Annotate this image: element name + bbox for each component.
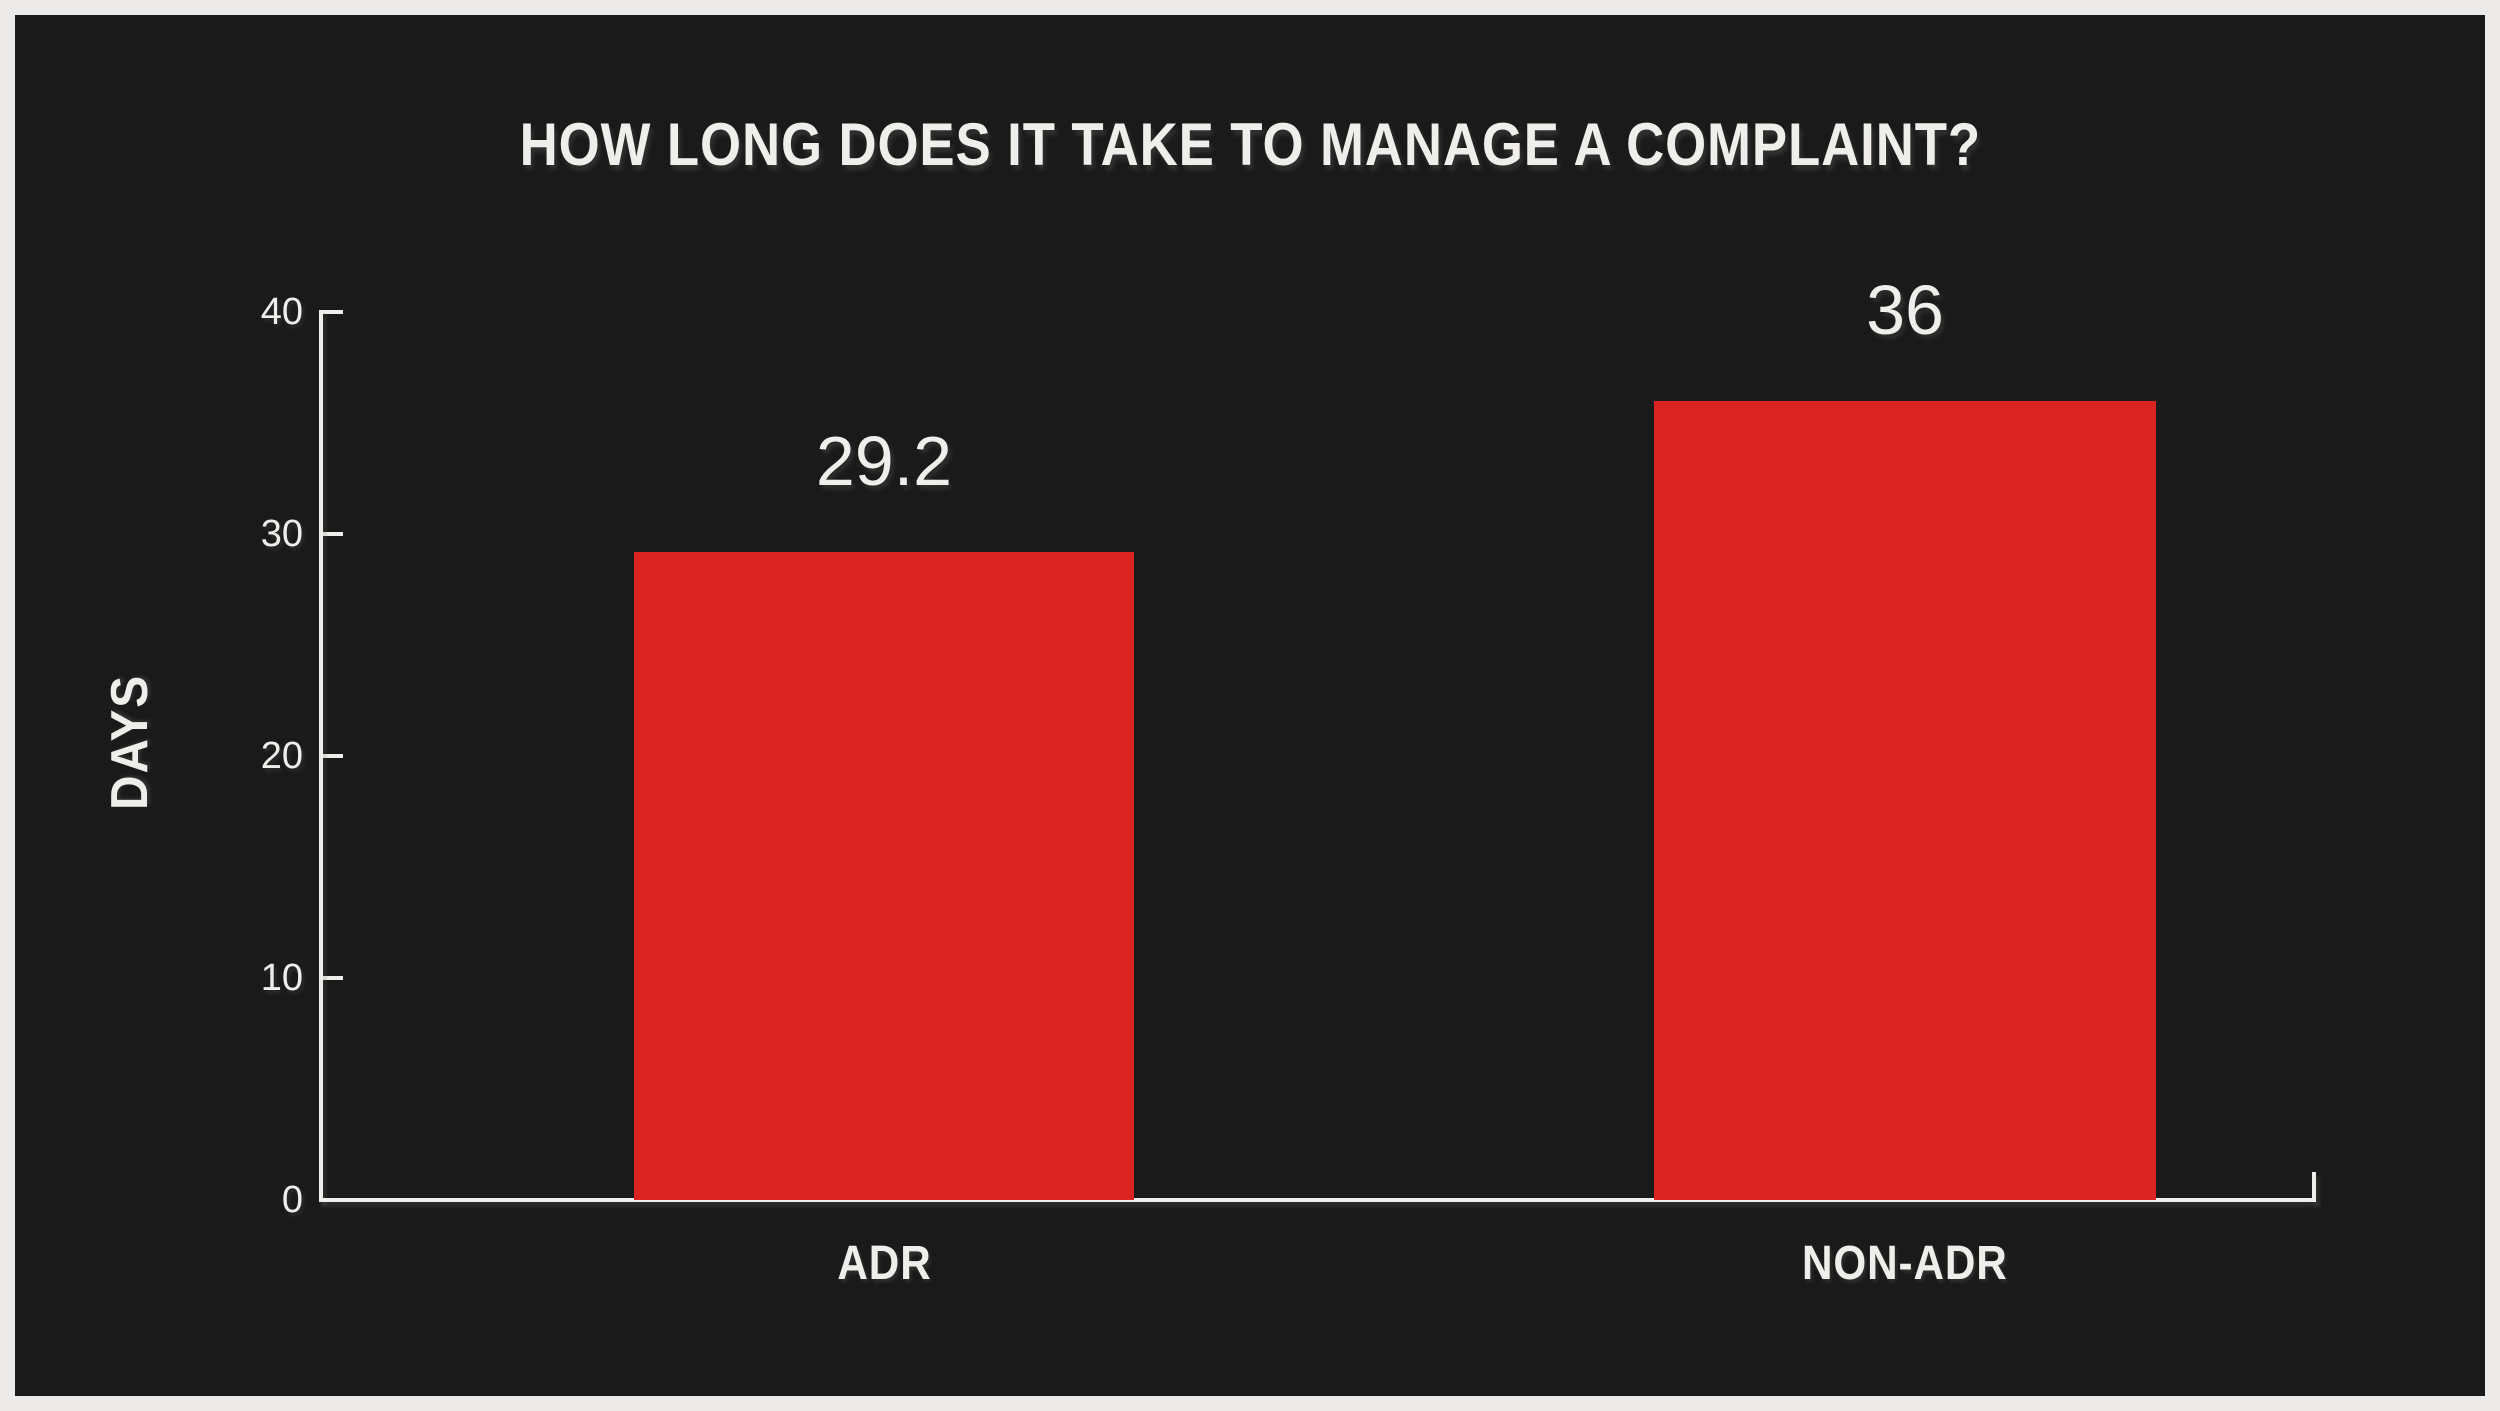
- bar-value-label-non-adr: 36: [1866, 270, 1944, 349]
- category-label-non-adr: NON-ADR: [1654, 1234, 2156, 1294]
- category-label-adr: ADR: [634, 1234, 1134, 1294]
- bar-group-non-adr: 36: [1654, 275, 2156, 1200]
- x-axis-end-tick: [2312, 1172, 2316, 1202]
- y-tick-mark-40: [323, 310, 343, 314]
- y-tick-label-30: 30: [260, 513, 303, 555]
- y-tick-label-10: 10: [260, 957, 303, 999]
- bar-adr: [634, 551, 1134, 1200]
- chart-title: HOW LONG DOES IT TAKE TO MANAGE A COMPLA…: [0, 110, 2500, 179]
- x-axis-line: [319, 1198, 2316, 1202]
- y-tick-mark-20: [323, 754, 343, 758]
- category-label-non-adr-text: NON-ADR: [1802, 1237, 2008, 1290]
- chart-title-text: HOW LONG DOES IT TAKE TO MANAGE A COMPLA…: [519, 111, 1981, 178]
- y-tick-mark-30: [323, 532, 343, 536]
- bar-value-label-adr: 29.2: [815, 421, 953, 500]
- y-tick-label-40: 40: [260, 291, 303, 333]
- y-tick-label-20: 20: [260, 735, 303, 777]
- y-tick-mark-10: [323, 976, 343, 980]
- bar-group-adr: 29.2: [634, 312, 1134, 1200]
- plot-area: 29.2 36: [323, 275, 2316, 1200]
- category-label-adr-text: ADR: [836, 1237, 932, 1290]
- y-tick-label-0: 0: [281, 1179, 303, 1221]
- y-axis-line: [319, 310, 323, 1202]
- bar-non-adr: [1654, 400, 2156, 1200]
